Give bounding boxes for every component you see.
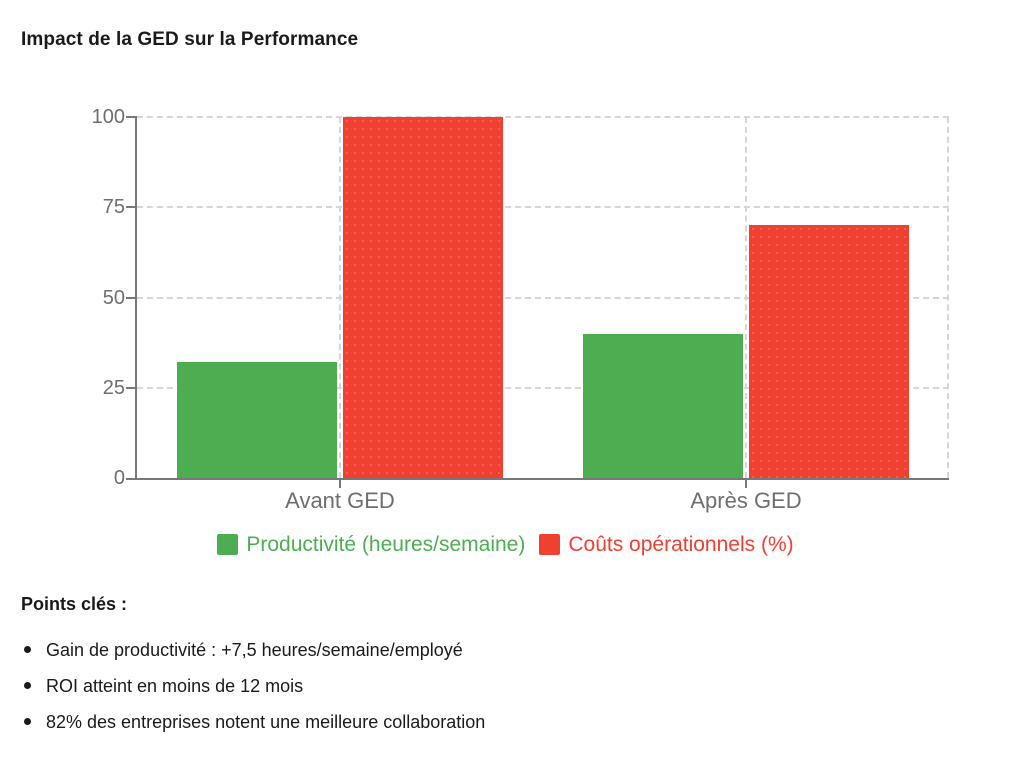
y-axis-tick-25	[126, 386, 137, 389]
key-points-list: Gain de productivité : +7,5 heures/semai…	[21, 640, 721, 732]
y-axis-label-50: 50	[102, 286, 125, 309]
legend-label-couts: Coûts opérationnels (%)	[568, 533, 794, 556]
gridline-h-50	[137, 296, 949, 299]
key-points-heading: Points clés :	[21, 594, 128, 614]
bar-group-apres-ged	[543, 117, 949, 478]
bar-group-avant-ged	[137, 117, 543, 478]
chart-title: Impact de la GED sur la Performance	[21, 29, 359, 50]
y-axis-tick-0	[126, 478, 137, 480]
legend-swatch-couts	[539, 534, 561, 556]
y-axis-label-75: 75	[102, 196, 125, 219]
gridline-v-right-edge	[947, 117, 949, 478]
legend: Productivité (heures/semaine) Coûts opér…	[60, 533, 951, 556]
bar-productivite-apres-ged	[583, 333, 743, 478]
key-point-collaboration: 82% des entreprises notent une meilleure…	[21, 712, 721, 732]
gridline-h-25	[137, 386, 949, 389]
gridline-h-100	[137, 116, 949, 118]
y-axis-label-25: 25	[102, 376, 125, 399]
bar-couts-avant-ged	[343, 117, 503, 478]
y-axis-tick-50	[126, 296, 137, 299]
gridline-h-75	[137, 206, 949, 209]
y-axis-label-100: 100	[91, 106, 125, 128]
x-axis-label-avant-ged: Avant GED	[285, 488, 395, 513]
gridline-v-apres-ged	[745, 117, 747, 478]
y-axis-label-0: 0	[113, 467, 125, 489]
bars-layer	[137, 117, 949, 478]
x-axis-tick-apres-ged	[745, 480, 747, 488]
legend-label-productivite: Productivité (heures/semaine)	[246, 533, 526, 556]
y-axis-tick-75	[126, 206, 137, 209]
x-axis-tick-avant-ged	[339, 480, 341, 488]
bar-chart: 0 25 50 75 100 Avant GED Après GED Produ…	[60, 107, 951, 567]
gridline-v-avant-ged	[339, 117, 341, 478]
y-axis-tick-100	[126, 116, 137, 118]
x-axis-label-apres-ged: Après GED	[690, 488, 802, 513]
bar-productivite-avant-ged	[177, 362, 337, 478]
key-points-section: Points clés : Gain de productivité : +7,…	[21, 594, 721, 748]
key-point-roi: ROI atteint en moins de 12 mois	[21, 676, 721, 696]
key-point-productivite: Gain de productivité : +7,5 heures/semai…	[21, 640, 721, 660]
bar-couts-apres-ged	[749, 225, 909, 478]
plot-area: 0 25 50 75 100 Avant GED Après GED	[92, 107, 949, 513]
legend-swatch-productivite	[217, 534, 239, 556]
legend-item-productivite: Productivité (heures/semaine)	[217, 533, 525, 556]
legend-item-couts: Coûts opérationnels (%)	[539, 533, 794, 556]
